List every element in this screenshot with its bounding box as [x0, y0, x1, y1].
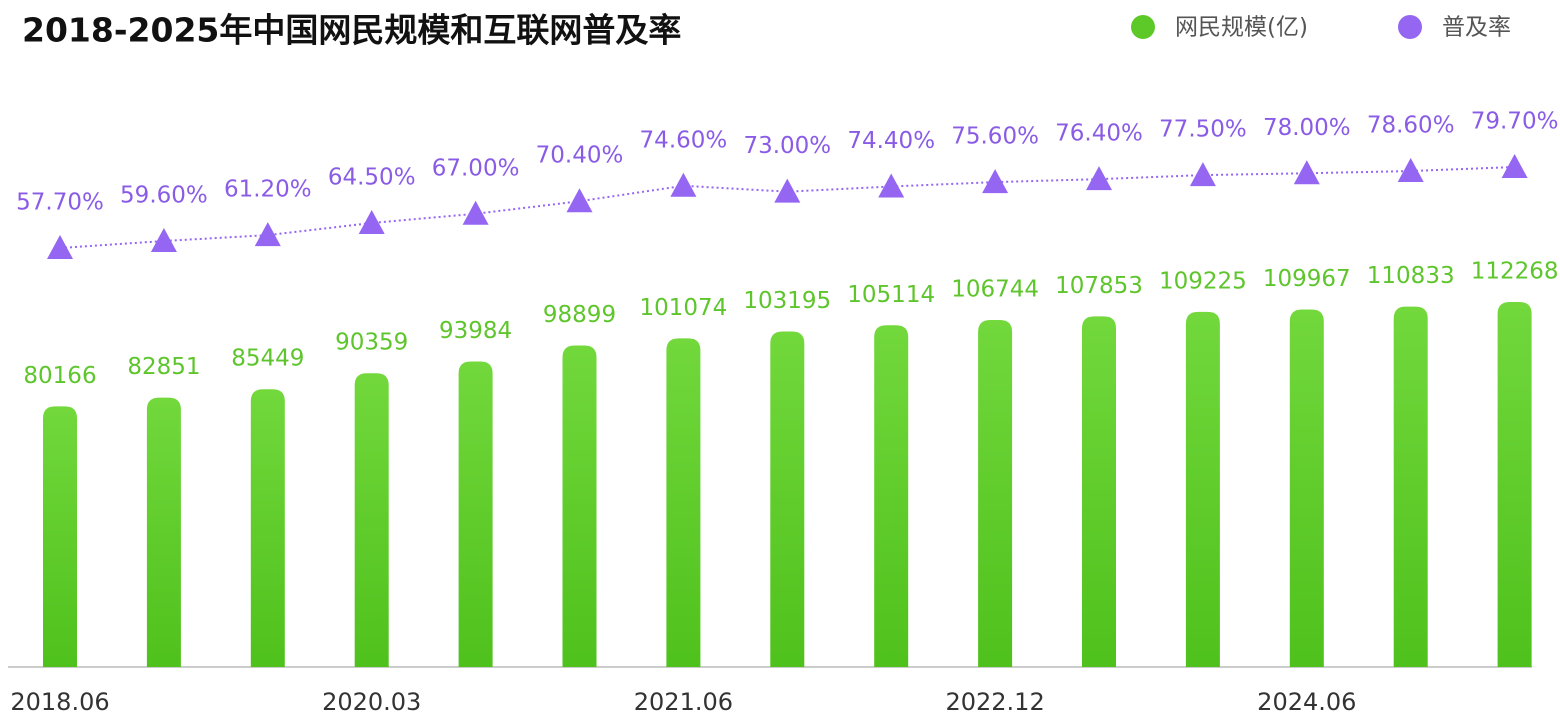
- bar: [874, 325, 909, 667]
- bar-label: 98899: [543, 302, 616, 328]
- x-tick-label: 2024.06: [1257, 688, 1356, 716]
- line-label: 57.70%: [16, 190, 104, 216]
- bar: [146, 397, 181, 667]
- x-tick-label: 2022.12: [945, 688, 1044, 716]
- chart-title: 2018-2025年中国网民规模和互联网普及率: [22, 11, 681, 50]
- bar: [978, 319, 1013, 667]
- bar: [562, 345, 597, 667]
- x-tick-label: 2021.06: [634, 688, 733, 716]
- line-label: 64.50%: [328, 164, 416, 190]
- bar: [43, 406, 77, 667]
- line-label: 79.70%: [1471, 109, 1559, 135]
- legend-swatch: [1131, 15, 1155, 39]
- bar: [1289, 309, 1324, 667]
- x-tick-label: 2020.03: [322, 688, 421, 716]
- bar: [354, 373, 389, 667]
- legend-label: 网民规模(亿): [1175, 15, 1308, 41]
- bar: [458, 361, 493, 667]
- bar-label: 109225: [1159, 268, 1247, 294]
- line-marker: [150, 228, 177, 253]
- line-label: 70.40%: [536, 143, 624, 169]
- legend-label: 普及率: [1442, 15, 1511, 41]
- bar-label: 109967: [1263, 266, 1351, 292]
- bar: [1185, 311, 1220, 667]
- bar-label: 103195: [743, 288, 831, 314]
- line-marker: [982, 169, 1009, 194]
- line-marker: [1086, 166, 1112, 191]
- bar: [1393, 306, 1428, 667]
- line-label: 76.40%: [1055, 121, 1143, 147]
- line-label: 74.40%: [847, 128, 935, 154]
- line-marker: [1501, 154, 1528, 178]
- line-label: 78.60%: [1367, 113, 1455, 139]
- bar-label: 90359: [335, 330, 408, 356]
- legend-swatch: [1398, 15, 1422, 39]
- bar-label: 112268: [1471, 259, 1559, 285]
- line-marker: [358, 209, 385, 234]
- bar-label: 80166: [23, 363, 96, 389]
- bar: [770, 331, 805, 667]
- line-marker: [1189, 162, 1216, 187]
- bar: [250, 389, 285, 667]
- line-marker: [878, 173, 905, 198]
- line-label: 78.00%: [1263, 115, 1351, 141]
- line-label: 74.60%: [640, 127, 728, 153]
- line-label: 59.60%: [120, 183, 208, 209]
- bar-label: 105114: [847, 282, 935, 308]
- line-marker: [670, 172, 697, 197]
- line-label: 67.00%: [432, 155, 520, 181]
- bar-label: 82851: [127, 354, 200, 380]
- bar-label: 106744: [951, 276, 1039, 302]
- line-marker: [47, 235, 73, 259]
- line-marker: [254, 222, 281, 247]
- line-label: 75.60%: [951, 124, 1039, 150]
- line-marker: [566, 188, 593, 213]
- bar-label: 101074: [639, 295, 727, 321]
- bar: [666, 338, 701, 667]
- line-label: 77.50%: [1159, 117, 1247, 143]
- bar: [1497, 302, 1532, 667]
- line-marker: [1293, 160, 1320, 185]
- line-marker: [462, 200, 489, 225]
- bar-label: 85449: [231, 346, 304, 372]
- bar: [1082, 316, 1116, 667]
- line-marker: [774, 178, 801, 203]
- line-marker: [1397, 158, 1424, 183]
- line-label: 61.20%: [224, 177, 312, 203]
- bar-label: 107853: [1055, 273, 1143, 299]
- bar-label: 110833: [1367, 263, 1455, 289]
- line-label: 73.00%: [743, 133, 831, 159]
- x-tick-label: 2018.06: [10, 688, 109, 716]
- bar-label: 93984: [439, 318, 512, 344]
